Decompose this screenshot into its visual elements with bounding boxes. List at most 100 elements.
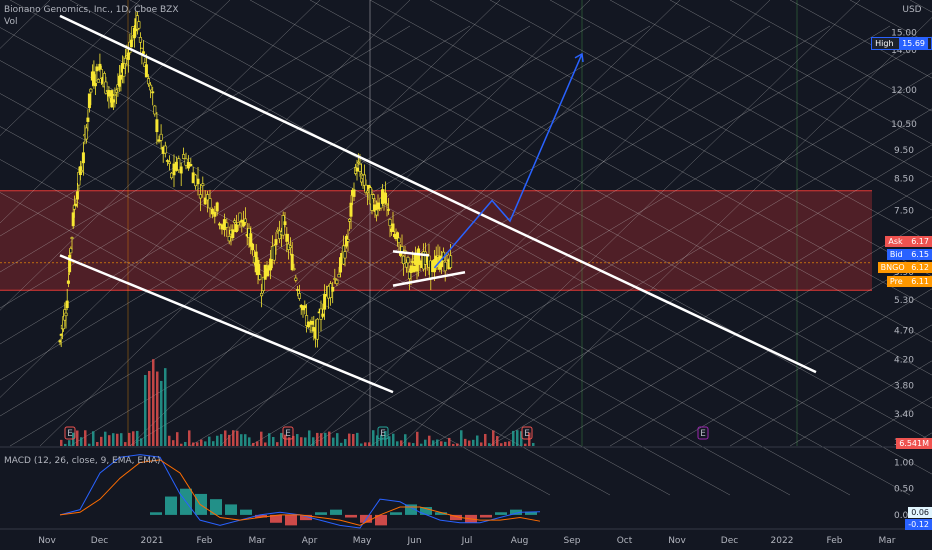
candle-body (386, 209, 390, 211)
volume-bar (140, 438, 143, 446)
candle-body (222, 219, 226, 231)
volume-bar (352, 433, 355, 446)
volume-bar (220, 434, 223, 446)
candle-body (261, 276, 265, 291)
volume-bar (304, 437, 307, 446)
macd-histogram-bar (510, 509, 522, 515)
volume-bar (204, 441, 207, 446)
candle-body (281, 215, 285, 236)
y-tick-label: 12.00 (891, 86, 917, 96)
candle-body (305, 315, 309, 326)
candle-body (265, 268, 269, 277)
fan-grid-line (0, 25, 591, 381)
volume-bar (316, 432, 319, 446)
volume-bar (148, 370, 151, 446)
macd-histogram-bar (450, 514, 462, 521)
volume-bar (332, 437, 335, 446)
volume-bar (124, 442, 127, 446)
macd-histogram-bar (435, 512, 447, 515)
candle-body (220, 224, 224, 230)
volume-bar (428, 435, 431, 446)
y-tick-label: 10.50 (891, 120, 917, 130)
volume-bar (344, 439, 347, 446)
volume-bar (400, 440, 403, 446)
candle-body (412, 265, 416, 273)
candle-body (81, 152, 85, 164)
volume-bar (228, 434, 231, 446)
candle-body (189, 163, 193, 167)
y-tick-label: 4.70 (894, 327, 914, 337)
y-tick-label: 15.00 (891, 28, 917, 38)
candle-body (84, 127, 88, 140)
volume-bar (408, 442, 411, 446)
candle-body (186, 162, 190, 169)
volume-bar (320, 433, 323, 446)
volume-bar (464, 438, 467, 446)
x-tick-label: Nov (38, 536, 56, 546)
fan-grid-line (219, 0, 681, 447)
macd-histogram-bar (315, 512, 327, 515)
fan-grid-line (129, 0, 932, 442)
fan-grid-line (0, 0, 141, 137)
volume-bar (300, 437, 303, 446)
volume-bar (280, 432, 283, 446)
volume-bar (424, 439, 427, 446)
volume-bar (136, 430, 139, 446)
candle-body (215, 202, 219, 212)
fan-grid-line (129, 25, 831, 447)
candle-body (356, 161, 360, 164)
volume-bar (76, 430, 79, 446)
x-tick-label: 2022 (771, 536, 794, 546)
earnings-marker-label: E (700, 429, 706, 439)
macd-legend[interactable]: MACD (12, 26, close, 9, EMA, EMA) (4, 456, 161, 466)
volume-bar (492, 430, 495, 446)
candle-body (123, 58, 127, 65)
macd-histogram-bar (480, 514, 492, 518)
candle-body (137, 21, 141, 29)
macd-histogram-bar (255, 514, 267, 518)
volume-bar (440, 441, 443, 446)
macd-histogram-bar (300, 514, 312, 521)
macd-histogram-bar (405, 504, 417, 515)
volume-bar (184, 441, 187, 446)
symbol-title[interactable]: Bionano Genomics, Inc., 1D, Cboe BZX (4, 5, 179, 15)
volume-bar (212, 441, 215, 446)
candle-body (87, 93, 91, 109)
candle-body (89, 88, 93, 93)
volume-bar (456, 443, 459, 446)
candle-body (294, 277, 298, 281)
candle-body (191, 172, 195, 184)
macd-histogram-bar (420, 507, 432, 515)
volume-bar (520, 431, 523, 446)
candle-body (335, 279, 339, 285)
candle-body (168, 161, 172, 164)
volume-bar (484, 433, 487, 446)
volume-bar (200, 439, 203, 446)
candle-body (69, 248, 73, 254)
candle-body (165, 160, 169, 162)
candle-body (283, 221, 287, 226)
volume-bar (436, 439, 439, 446)
x-tick-label: Feb (197, 536, 213, 546)
macd-histogram-bar (495, 512, 507, 515)
earnings-marker-label: E (380, 429, 386, 439)
fan-grid-line (0, 25, 411, 273)
candle-body (172, 163, 176, 176)
volume-bar (92, 431, 95, 446)
macd-histogram-bar (240, 509, 252, 515)
candle-body (362, 174, 366, 186)
fan-grid-line (0, 159, 611, 496)
candle-body (182, 154, 186, 159)
fan-grid-line (369, 108, 932, 447)
volume-bar (192, 442, 195, 446)
trendline-triangle-bottom (392, 270, 466, 287)
projection-path (433, 53, 583, 269)
volume-bar (236, 430, 239, 446)
candle-body (231, 229, 235, 239)
candle-body (272, 245, 276, 261)
fan-grid-line (489, 0, 932, 244)
candle-body (155, 119, 159, 133)
fan-grid-line (0, 0, 321, 311)
